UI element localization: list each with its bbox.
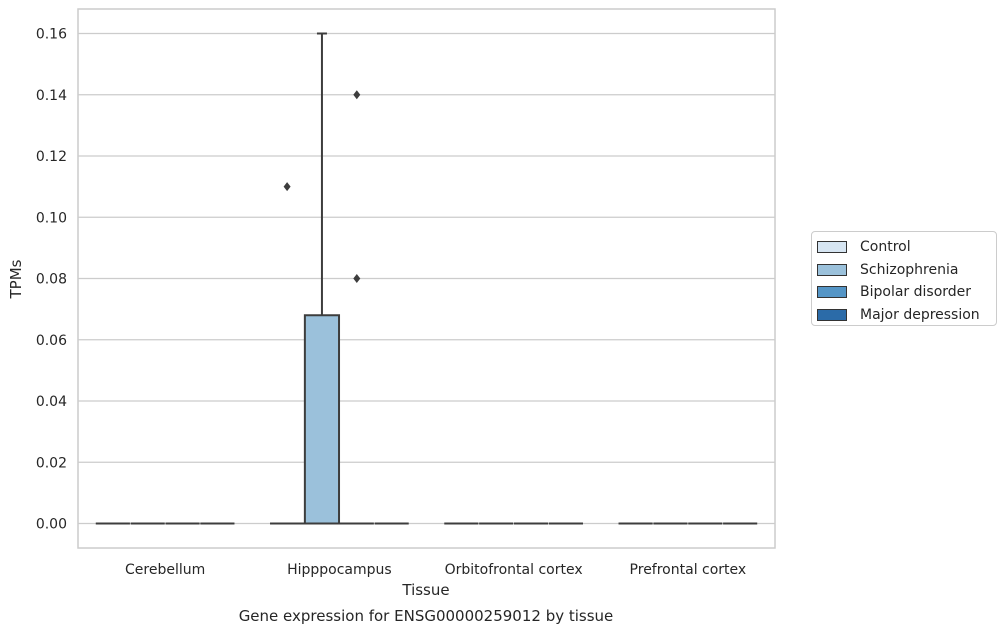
legend-label: Major depression	[860, 306, 980, 323]
x-tick-label: Hipppocampus	[287, 562, 392, 578]
plot-frame	[77, 8, 776, 549]
x-tick-label: Prefrontal cortex	[630, 562, 747, 578]
y-tick-label: 0.02	[36, 455, 67, 471]
legend-item: Major depression	[817, 304, 996, 327]
y-tick-label: 0.14	[36, 88, 67, 104]
legend-label: Bipolar disorder	[860, 284, 972, 301]
x-axis-title: Tissue	[401, 581, 449, 599]
y-axis-title: TPMs	[7, 259, 25, 299]
legend-item: Control	[817, 236, 996, 259]
x-axis-ticks: Cerebellum Hipppocampus Orbitofrontal cort…	[125, 562, 746, 578]
y-tick-label: 0.12	[36, 149, 67, 165]
legend-swatch	[817, 308, 847, 321]
y-axis-ticks: 0.00 0.02 0.04 0.06 0.08 0.10 0.12 0.14 0.16	[36, 27, 67, 533]
y-tick-label: 0.16	[36, 27, 67, 43]
chart-title: Gene expression for ENSG00000259012 by t…	[239, 607, 614, 625]
x-tick-label: Cerebellum	[125, 562, 205, 578]
legend: Control Schizophrenia Bipolar disorder Majo…	[811, 231, 997, 326]
y-tick-label: 0.10	[36, 210, 67, 226]
box-plot-marks	[95, 32, 758, 525]
grid-lines	[78, 32, 775, 525]
legend-label: Control	[860, 239, 911, 256]
legend-swatch	[817, 263, 847, 276]
box-schizophrenia	[303, 314, 341, 525]
legend-item: Bipolar disorder	[817, 281, 996, 304]
outlier-point	[353, 274, 361, 283]
x-tick-label: Orbitofrontal cortex	[445, 562, 583, 578]
legend-swatch	[817, 286, 847, 299]
legend-item: Schizophrenia	[817, 259, 996, 282]
y-tick-label: 0.06	[36, 333, 67, 349]
outlier-point	[283, 182, 291, 192]
y-tick-label: 0.04	[36, 394, 67, 410]
legend-swatch	[817, 241, 847, 254]
outlier-point	[353, 90, 361, 100]
y-tick-label: 0.08	[36, 272, 67, 288]
y-tick-label: 0.00	[36, 517, 67, 533]
legend-label: Schizophrenia	[860, 261, 959, 278]
